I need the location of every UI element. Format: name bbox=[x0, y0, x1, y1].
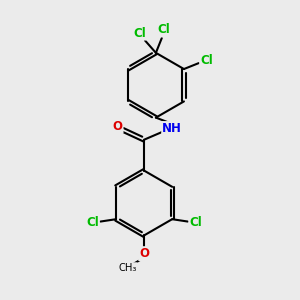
Text: Cl: Cl bbox=[133, 27, 146, 40]
Text: Cl: Cl bbox=[189, 216, 202, 229]
Text: CH₃: CH₃ bbox=[119, 263, 137, 273]
Text: Cl: Cl bbox=[86, 216, 99, 229]
Text: O: O bbox=[139, 247, 149, 260]
Text: Cl: Cl bbox=[158, 23, 170, 36]
Text: NH: NH bbox=[162, 122, 182, 135]
Text: O: O bbox=[112, 120, 123, 133]
Text: Cl: Cl bbox=[200, 54, 213, 67]
